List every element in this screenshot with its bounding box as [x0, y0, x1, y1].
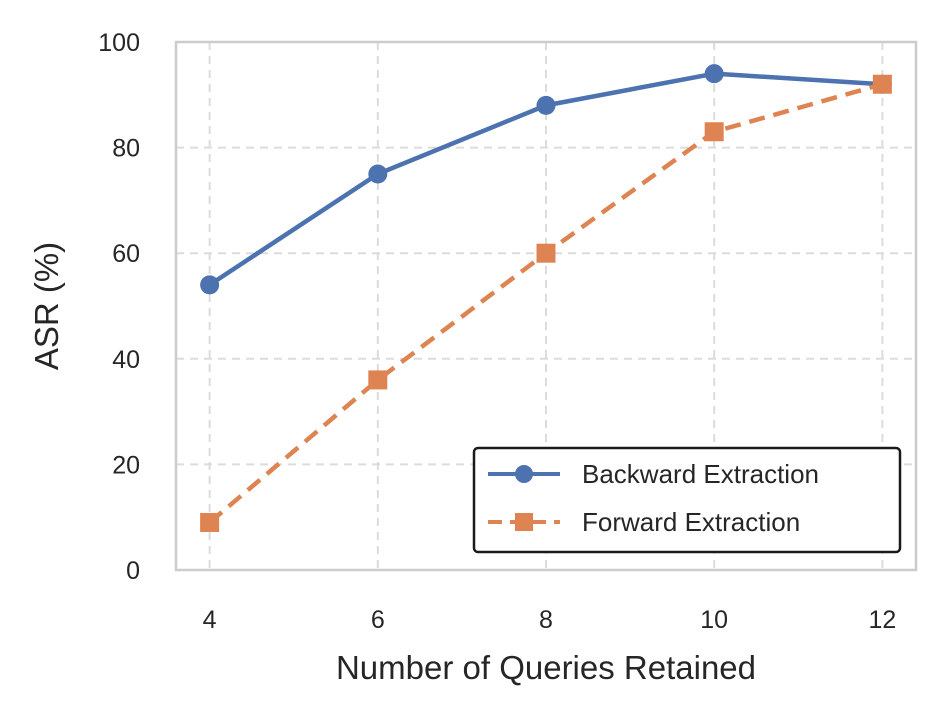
data-point [536, 95, 556, 115]
legend-marker-forward [515, 513, 533, 531]
x-tick-label: 6 [371, 606, 385, 634]
y-tick-label: 100 [98, 29, 140, 57]
legend-label-forward: Forward Extraction [582, 507, 800, 537]
y-tick-label: 60 [112, 240, 140, 268]
legend: Backward Extraction Forward Extraction [472, 446, 902, 554]
x-axis-ticks: 4 6 8 10 12 [203, 606, 897, 634]
data-point [200, 512, 220, 532]
y-tick-label: 20 [112, 451, 140, 479]
plot-area-frame [174, 40, 918, 572]
x-axis-title: Number of Queries Retained [336, 649, 756, 686]
x-tick-label: 8 [539, 606, 553, 634]
data-point [200, 275, 220, 295]
data-point [704, 64, 724, 84]
data-point [704, 122, 724, 142]
x-tick-label: 4 [203, 606, 217, 634]
data-point [872, 74, 892, 94]
x-tick-label: 12 [868, 606, 896, 634]
y-axis-title: ASR (%) [28, 242, 65, 370]
y-axis-ticks: 0 20 40 60 80 100 [98, 29, 140, 585]
legend-label-backward: Backward Extraction [582, 459, 819, 489]
y-tick-label: 80 [112, 135, 140, 163]
data-point [368, 370, 388, 390]
data-point [368, 164, 388, 184]
series [200, 64, 892, 532]
y-tick-label: 40 [112, 346, 140, 374]
data-point [536, 243, 556, 263]
legend-marker-backward [515, 465, 533, 483]
x-tick-label: 10 [700, 606, 728, 634]
series-forward [200, 74, 892, 532]
legend-box [472, 446, 902, 554]
y-tick-label: 0 [126, 557, 140, 585]
